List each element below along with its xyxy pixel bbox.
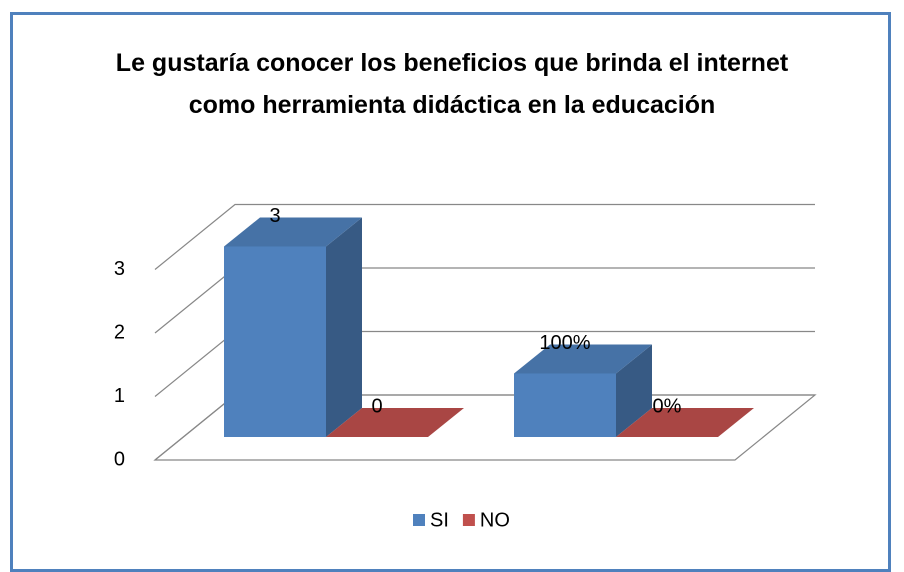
legend-label: NO	[480, 509, 510, 531]
bar-top	[616, 408, 754, 437]
bar-side	[616, 344, 652, 437]
legend-swatch	[462, 514, 475, 526]
value-label: 0	[371, 395, 382, 417]
grid-line	[154, 203, 815, 270]
chart-title: Le gustaría conocer los beneficios que b…	[115, 49, 789, 119]
bar-side	[326, 217, 362, 437]
bar-top	[514, 344, 652, 374]
bar	[616, 408, 754, 437]
legend-swatch	[413, 514, 425, 526]
chart: 0 1 2 3 3 0 100% 0% SI NO	[114, 203, 817, 531]
page: Le gustaría conocer los beneficios que b…	[10, 12, 891, 572]
bar	[514, 344, 652, 437]
y-tick-label: 2	[114, 321, 125, 343]
bar-front	[514, 373, 616, 437]
y-tick-label: 1	[114, 385, 125, 407]
bar-top	[326, 408, 464, 437]
y-tick-label: 0	[114, 448, 125, 470]
y-tick-label: 3	[114, 258, 125, 280]
bar-top	[224, 217, 362, 247]
bar-front	[224, 246, 326, 437]
bar	[326, 408, 464, 437]
value-label: 0%	[653, 395, 682, 417]
bar	[224, 217, 362, 437]
value-label: 3	[269, 205, 280, 227]
value-label: 100%	[539, 332, 590, 354]
legend-label: SI	[430, 509, 449, 531]
